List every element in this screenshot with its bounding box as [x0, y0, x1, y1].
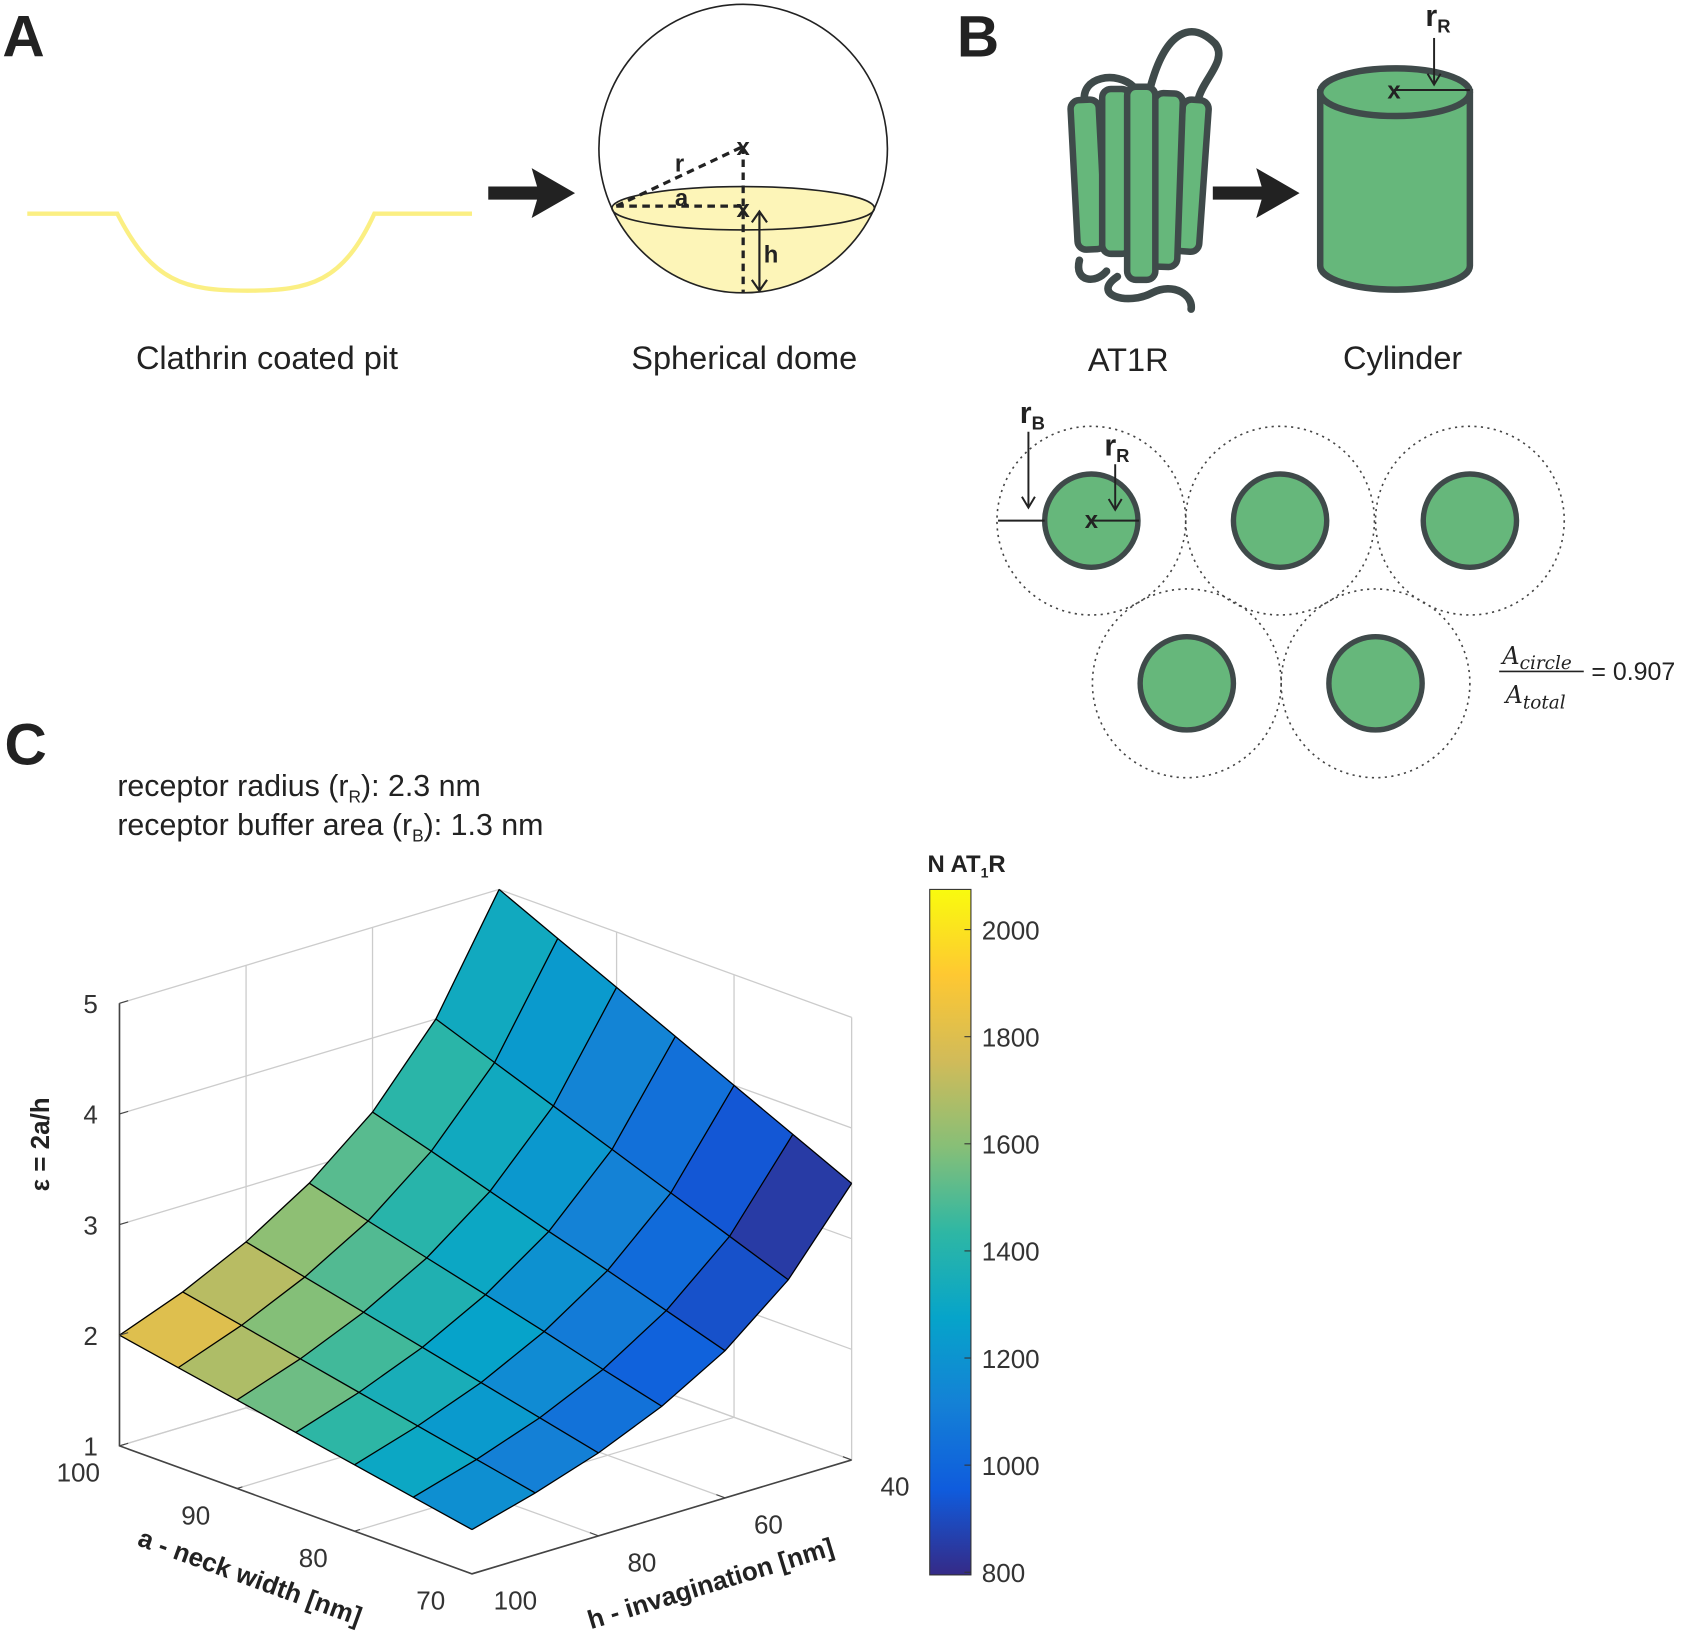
formula-result: = 0.907 — [1591, 658, 1675, 686]
radius-marker — [1393, 37, 1470, 92]
x-axis-label: a - neck width [nm] — [134, 1522, 366, 1631]
colorbar — [929, 888, 972, 1576]
x-tick-label: 80 — [299, 1543, 328, 1573]
label-base: r — [1104, 430, 1116, 463]
y-axis-label: h - invagination [nm] — [584, 1532, 837, 1635]
mesh-line — [471, 1183, 853, 1531]
surface-plot: 1 2 3 4 5 70 80 90 100 40 60 80 100 a - neck width [n… — [25, 888, 1040, 1635]
label-sub: B — [1032, 413, 1045, 434]
center-mark: x — [1387, 78, 1401, 105]
info-text: receptor buffer area (r — [117, 809, 412, 842]
radius-label: rR — [1425, 0, 1450, 37]
colorbar-tick-label: 1200 — [982, 1344, 1040, 1374]
label-base: r — [1020, 397, 1032, 430]
info-line: receptor buffer area (rB): 1.3 nm — [117, 809, 543, 846]
info-sub: R — [348, 787, 361, 807]
packing-markers — [998, 431, 1140, 522]
z-axis-label: ε = 2a/h — [25, 1097, 55, 1191]
z-tick-label: 4 — [83, 1100, 97, 1130]
colorbar-tick-label: 1800 — [982, 1022, 1040, 1052]
y-tick-label: 40 — [881, 1472, 910, 1502]
tick-mark — [842, 1456, 852, 1461]
label-sub: R — [1116, 445, 1129, 466]
label-base: r — [1425, 0, 1437, 33]
center-mark: x — [737, 134, 751, 161]
mesh-line — [236, 987, 618, 1401]
info-sub: B — [412, 826, 424, 846]
z-tick-label: 5 — [83, 989, 97, 1019]
info-line: receptor radius (rR): 2.3 nm — [117, 770, 480, 807]
tick-mark — [119, 1110, 129, 1115]
z-tick-label: 1 — [83, 1432, 97, 1462]
colorbar-title: N AT1R — [928, 851, 1006, 880]
x-tick-label: 90 — [181, 1500, 210, 1530]
panel-label: C — [5, 713, 47, 778]
formula-denominator: Atotal — [1504, 681, 1566, 713]
panel-label: B — [957, 4, 999, 69]
caption: Spherical dome — [631, 340, 857, 376]
mesh-line — [412, 1133, 794, 1498]
y-tick-label: 60 — [754, 1510, 783, 1540]
receptor-circles — [1041, 471, 1520, 733]
tick-mark — [119, 1443, 126, 1447]
panel-label: A — [2, 4, 44, 69]
tick-mark — [119, 1221, 129, 1226]
tick-mark — [716, 1494, 726, 1499]
helices — [1067, 83, 1212, 284]
colorbar-tick-label: 1400 — [982, 1237, 1040, 1267]
center-mark: x — [737, 196, 751, 223]
cb-tail: R — [988, 851, 1005, 878]
formula-base: A — [1500, 642, 1519, 670]
x-tick-label: 70 — [416, 1586, 445, 1616]
y-tick-label: 80 — [627, 1548, 656, 1578]
mesh-line — [177, 938, 559, 1369]
z-tick-label: 3 — [83, 1210, 97, 1240]
caption: Clathrin coated pit — [136, 340, 398, 376]
y-tick-label: 100 — [494, 1586, 537, 1616]
info-tail: ): 2.3 nm — [361, 770, 481, 803]
formula-numerator: Acircle — [1500, 642, 1571, 674]
colorbar-tick-label: 800 — [982, 1558, 1025, 1588]
h-arrow — [750, 209, 768, 293]
tick-mark — [589, 1532, 599, 1537]
colorbar-tick-label: 1600 — [982, 1130, 1040, 1160]
mesh-line — [354, 1085, 735, 1466]
r-label: r — [675, 150, 684, 177]
cb-text: N AT — [928, 851, 981, 878]
formula-sub: total — [1523, 692, 1566, 713]
cb-sub: 1 — [981, 864, 989, 880]
cylinder-body — [1316, 88, 1474, 293]
x-tick-label: 100 — [57, 1458, 100, 1488]
arrow — [1212, 168, 1300, 219]
buffer-label: rB — [1020, 397, 1045, 434]
radius-label: rR — [1104, 430, 1129, 467]
tick-mark — [354, 1529, 361, 1532]
colorbar-tick-label: 2000 — [982, 915, 1040, 945]
tick-mark — [236, 1486, 243, 1490]
tick-mark — [119, 1332, 129, 1336]
center-mark: x — [1085, 507, 1099, 534]
tick-mark — [119, 1000, 129, 1004]
label-sub: R — [1437, 16, 1450, 37]
colorbar-tick-label: 1000 — [982, 1451, 1040, 1481]
caption: AT1R — [1088, 342, 1169, 378]
info-text: receptor radius (r — [117, 770, 348, 803]
h-label: h — [764, 241, 779, 268]
receptor-loops — [1074, 28, 1223, 313]
mesh-line — [295, 1036, 676, 1433]
a-label: a — [675, 185, 689, 212]
dashed-lines — [615, 144, 745, 293]
info-tail: ): 1.3 nm — [424, 809, 544, 842]
z-tick-label: 2 — [83, 1321, 97, 1351]
tick-mark — [471, 1571, 478, 1575]
mesh-line — [119, 889, 500, 1336]
formula-base: A — [1504, 681, 1523, 709]
caption: Cylinder — [1343, 340, 1462, 376]
buffer-circles — [996, 425, 1566, 779]
pit-curve — [27, 211, 472, 293]
arrow — [488, 168, 576, 219]
formula-sub: circle — [1520, 653, 1572, 674]
tick-mark — [463, 1570, 473, 1575]
